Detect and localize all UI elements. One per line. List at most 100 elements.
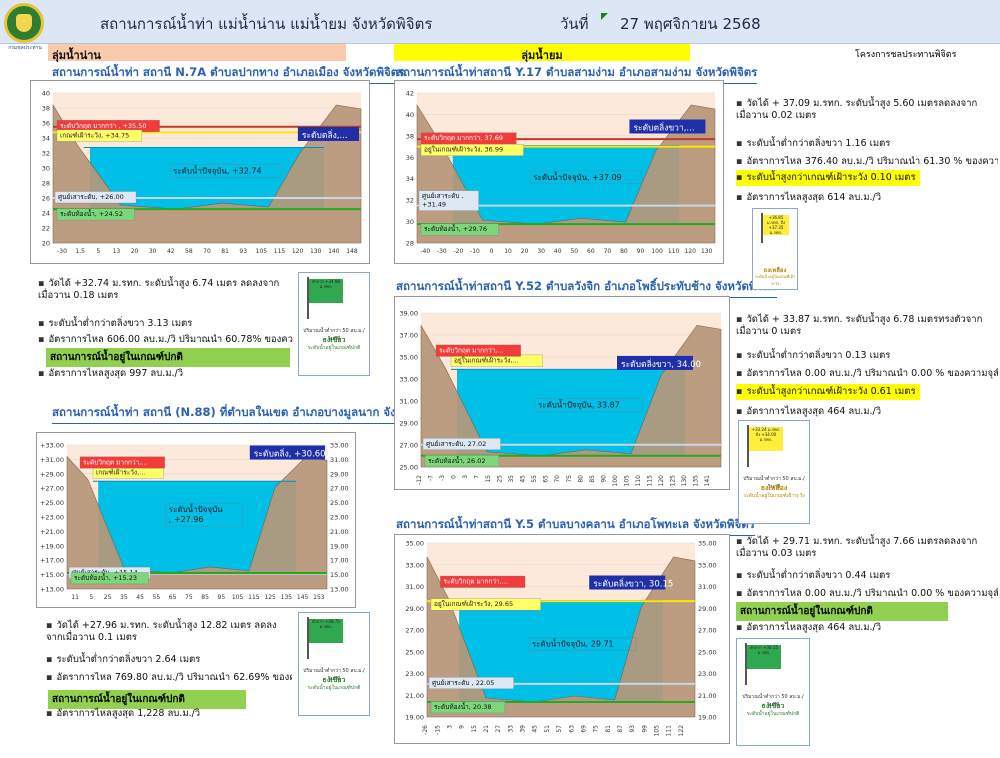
current-level-label: ระดับน้ำปัจจุบัน, 29.71 xyxy=(532,637,614,648)
x-tick-label: 85 xyxy=(589,475,596,483)
n88-flag-threshold: ต่ำกว่า +28.75 ม.รทก. xyxy=(312,619,340,629)
x-tick-label: 40 xyxy=(554,248,562,255)
x-tick-label: 55 xyxy=(153,594,161,601)
x-tick-label: 75 xyxy=(593,725,600,733)
current-level-label-bg xyxy=(169,164,282,178)
current-level-label-bg xyxy=(165,502,243,527)
x-tick-label: 148 xyxy=(346,248,358,255)
x-tick-label: 100 xyxy=(612,475,619,487)
y-tick-label: 27.00 xyxy=(399,442,418,450)
y-tick-label-right: 19.00 xyxy=(698,714,717,722)
bed-level-label: ระดับท้องน้ำ, 26.02 xyxy=(428,456,486,465)
current-level-label: ระดับน้ำปัจจุบัน, +32.74 xyxy=(173,164,262,175)
y52-bullet-3: อัตราการไหล 0.00 ลบ.ม./วิ ปริมาณน้ำ 0.00… xyxy=(736,368,998,380)
y-tick-label-right: 13.00 xyxy=(330,586,349,594)
x-tick-label: 111 xyxy=(666,725,673,737)
n7a-bullet-3: อัตราการไหล 606.00 ลบ.ม./วิ ปริมาณน้ำ 60… xyxy=(38,334,294,346)
n88-flag-desc: ระดับน้ำอยู่ในเกณฑ์ปกติ xyxy=(307,685,361,691)
bank-label-bg xyxy=(589,575,666,590)
bank-label-bg xyxy=(629,119,706,134)
x-tick-label: 25 xyxy=(104,594,112,601)
x-tick-label: 90 xyxy=(637,248,645,255)
n7a-status: สถานการณ์น้ำอยู่ในเกณฑ์ปกติ xyxy=(46,348,290,367)
y-tick-label-right: 19.00 xyxy=(330,542,349,550)
x-tick-label: 3 xyxy=(462,475,469,479)
y-tick-label-right: 27.00 xyxy=(698,627,717,635)
current-level-label-bg xyxy=(534,398,643,412)
x-tick-label: 81 xyxy=(605,725,612,733)
x-tick-label: 51 xyxy=(544,725,551,733)
y-tick-label: 20 xyxy=(42,240,50,248)
bed-level-label: ระดับท้องน้ำ, +15.23 xyxy=(74,573,137,582)
y5-flag-note: ปริมาณน้ำต่ำกว่า 50 ลบ.ม./วินาที xyxy=(742,694,804,708)
x-tick-label: 45 xyxy=(136,594,144,601)
y-tick-label-right: 21.00 xyxy=(698,692,717,700)
x-tick-label: 0 xyxy=(450,475,457,479)
y5-bullet-1: วัดได้ + 29.71 ม.รทก. ระดับน้ำสูง 7.66 เ… xyxy=(736,536,992,560)
y17-flag-threshold: +36.85 ม.รทก. ถึง +37.35 ม.รทก. xyxy=(766,215,786,235)
gauge-zero-label: +31.49 xyxy=(422,201,446,209)
x-tick-label: 80 xyxy=(620,248,628,255)
y17-bullet-5: อัตราการไหลสูงสุด 614 ลบ.ม./วิ xyxy=(736,192,992,204)
x-tick-label: 30 xyxy=(537,248,545,255)
green-flag-icon xyxy=(747,645,781,669)
x-tick-label: 69 xyxy=(580,725,587,733)
x-tick-label: 20 xyxy=(131,248,139,255)
warning-label-bg xyxy=(420,144,524,156)
y17-bullet-4: ระดับน้ำสูงกว่าเกณฑ์เฝ้าระวัง 0.10 เมตร xyxy=(736,170,920,186)
gauge-zero-label-bg xyxy=(422,438,501,450)
n88-flag-card: ต่ำกว่า +28.75 ม.รทก. ปริมาณน้ำต่ำกว่า 5… xyxy=(298,612,370,716)
x-tick-label: 105 xyxy=(256,248,268,255)
x-tick-label: 55 xyxy=(531,475,538,483)
date-label: วันที่ xyxy=(560,15,589,33)
x-tick-label: 20 xyxy=(521,248,529,255)
n7a-flag-note: ปริมาณน้ำต่ำกว่า 50 ลบ.ม./วินาที xyxy=(303,328,365,342)
y-tick-label: 40 xyxy=(42,90,50,98)
critical-label-bg xyxy=(79,456,165,469)
gauge-zero-label: ศูนย์เสาระดับ, 27.02 xyxy=(426,440,486,448)
x-tick-label: 130 xyxy=(681,475,688,487)
region-yom-label: ลุ่มน้ำยม xyxy=(394,44,690,62)
x-tick-label: 153 xyxy=(313,594,325,601)
n88-bullet-2: ระดับน้ำต่ำกว่าตลิ่งขวา 2.64 เมตร xyxy=(46,654,292,666)
station-y52-title: สถานการณ์น้ำท่าสถานี Y.52 ตำบลวังจิก อำเ… xyxy=(396,278,777,298)
critical-label-bg xyxy=(440,575,526,588)
y-tick-label-right: 27.00 xyxy=(330,485,349,493)
y-tick-label: 21.00 xyxy=(405,692,424,700)
y5-status: สถานการณ์น้ำอยู่ในเกณฑ์ปกติ xyxy=(736,602,948,621)
n7a-flag-name: ธงเขียว xyxy=(322,336,346,344)
green-flag-icon xyxy=(309,619,343,643)
y5-bullet-3: อัตราการไหล 0.00 ลบ.ม./วิ ปริมาณน้ำ 0.00… xyxy=(736,588,998,600)
x-tick-label: 141 xyxy=(704,475,711,487)
y-tick-label: 35.00 xyxy=(405,540,424,548)
bed-level-label-bg xyxy=(420,223,499,236)
x-tick-label: 75 xyxy=(566,475,573,483)
critical-label-bg xyxy=(435,344,521,357)
x-tick-label: 105 xyxy=(232,594,244,601)
x-tick-label: 93 xyxy=(629,725,636,733)
y-tick-label: +29.00 xyxy=(40,470,64,478)
x-tick-label: 80 xyxy=(577,475,584,483)
y-tick-label: 34 xyxy=(406,175,414,183)
x-tick-label: 95 xyxy=(218,594,226,601)
yellow-flag-icon xyxy=(763,215,789,235)
y-tick-label: 25.00 xyxy=(405,648,424,656)
y-tick-label: 32 xyxy=(406,197,414,205)
y-tick-label: 26 xyxy=(42,195,50,203)
warning-label: เกณฑ์เฝ้าระวัง,... xyxy=(96,468,145,476)
project-name: โครงการชลประทานพิจิตร xyxy=(855,50,957,60)
n88-status: สถานการณ์น้ำอยู่ในเกณฑ์ปกติ xyxy=(48,690,246,709)
y-tick-label: +23.00 xyxy=(40,514,64,522)
y-tick-label: 25.00 xyxy=(399,464,418,472)
x-tick-label: 25 xyxy=(497,475,504,483)
x-tick-label: 5 xyxy=(96,248,100,255)
current-level-label-bg xyxy=(528,637,637,651)
x-tick-label: -26 xyxy=(422,725,429,735)
y-tick-label: 38 xyxy=(406,132,414,140)
chart-n88: +13.00 +15.00 +17.00 +19.00 +21.00 +23.00 +25.… xyxy=(36,432,356,608)
y17-bullet-3: อัตราการไหล 376.40 ลบ.ม./วิ ปริมาณน้ำ 61… xyxy=(736,156,998,168)
department-logo xyxy=(4,3,44,43)
x-tick-label: 7 xyxy=(473,475,480,479)
critical-label: ระดับวิกฤต มากกว่า , +35.50 xyxy=(60,122,147,130)
x-tick-label: 9 xyxy=(459,725,466,729)
